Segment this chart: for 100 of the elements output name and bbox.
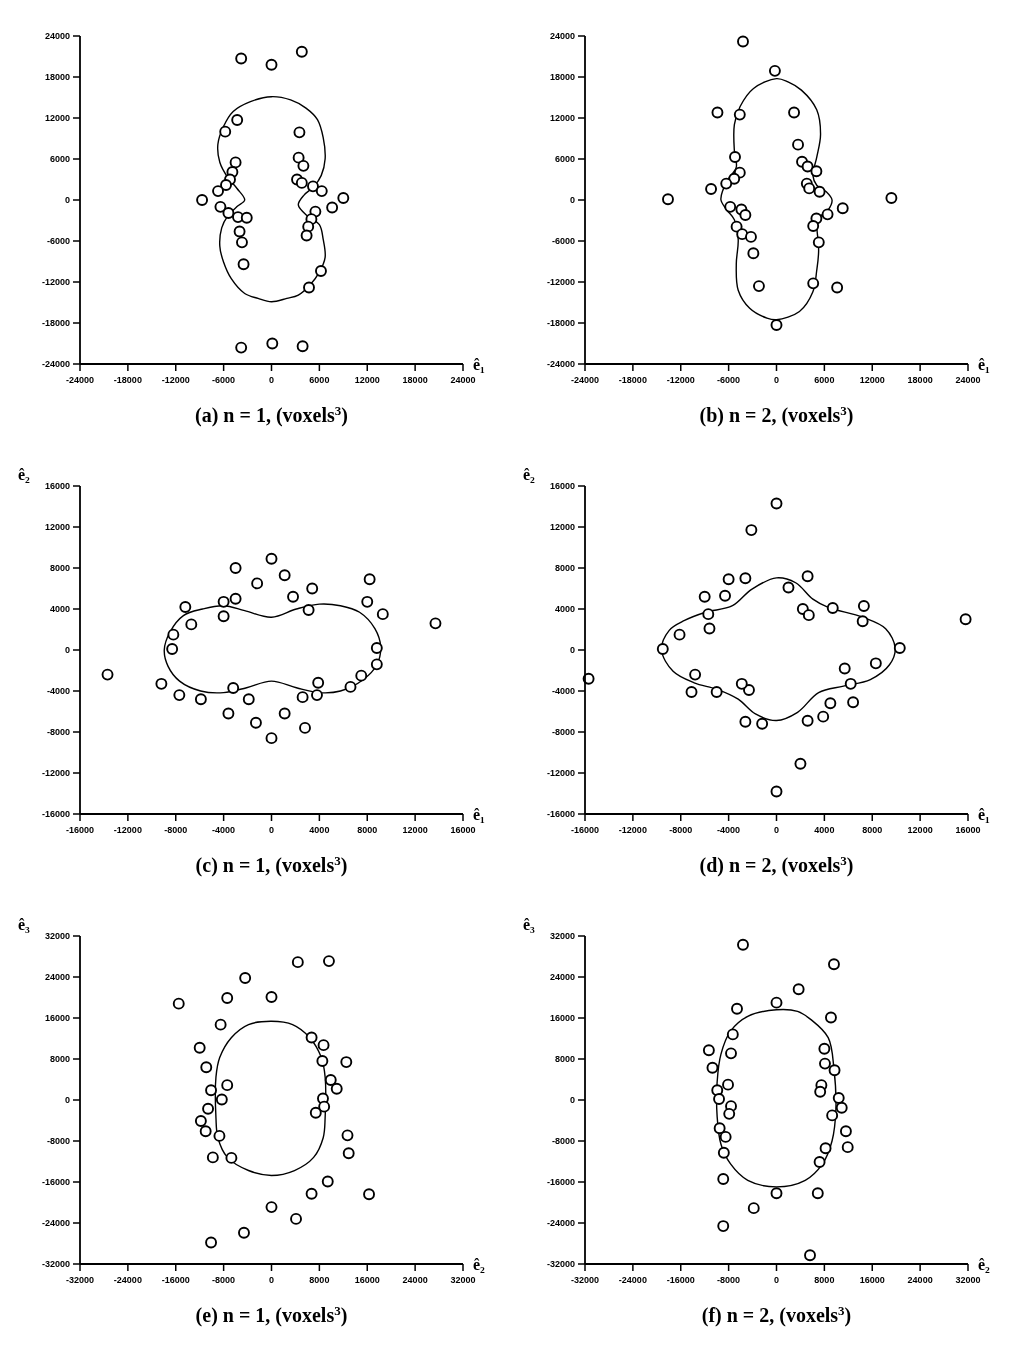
y-axis-title: ê₂	[18, 466, 31, 483]
point	[342, 1147, 355, 1160]
y-tick-label: 16000	[549, 1012, 575, 1023]
y-tick-label: -12000	[41, 767, 70, 778]
point	[745, 230, 757, 243]
point	[824, 697, 837, 710]
y-tick-label: -32000	[546, 1258, 575, 1269]
point	[239, 972, 252, 984]
point	[287, 590, 299, 603]
point	[155, 677, 168, 690]
x-tick-label: -16000	[666, 1275, 695, 1285]
point	[235, 341, 248, 354]
point	[429, 617, 442, 630]
y-tick-label: -6000	[551, 235, 575, 246]
point	[812, 236, 825, 249]
point	[703, 622, 716, 635]
point	[705, 183, 718, 196]
point	[324, 1074, 337, 1086]
point	[832, 1092, 845, 1104]
x-tick-label: 24000	[402, 1275, 428, 1285]
point	[306, 582, 319, 595]
point	[238, 1226, 250, 1239]
point	[225, 1151, 238, 1164]
point	[317, 1039, 330, 1052]
x-axis-title: ê₁	[978, 806, 991, 823]
point	[747, 1202, 760, 1215]
point	[782, 581, 795, 594]
point	[792, 983, 805, 996]
y-tick-label: -16000	[546, 1176, 575, 1187]
x-tick-label: -18000	[618, 375, 647, 385]
point	[305, 1187, 318, 1200]
x-tick-label: -12000	[618, 825, 647, 835]
point	[185, 618, 198, 631]
point	[167, 628, 180, 641]
x-tick-label: -24000	[113, 1275, 142, 1285]
point	[341, 1129, 354, 1142]
x-tick-label: -8000	[669, 825, 693, 835]
point	[340, 1056, 353, 1069]
point	[792, 138, 804, 151]
y-tick-label: 0	[64, 644, 70, 655]
y-tick-label: -18000	[546, 317, 575, 328]
y-axis-title: ê₃	[523, 916, 536, 933]
point	[179, 601, 192, 613]
point	[711, 106, 724, 119]
point	[291, 956, 304, 969]
point	[370, 658, 383, 671]
point	[662, 193, 674, 206]
x-tick-label: 16000	[450, 825, 476, 835]
y-tick-label: 4000	[554, 603, 575, 614]
text: (d) n = 2, (voxels$^{3}$)	[699, 852, 854, 877]
x-tick-label: 0	[268, 1275, 275, 1285]
point	[300, 229, 313, 242]
y-tick-label: 6000	[49, 153, 70, 164]
y-tick-label: 0	[569, 1094, 575, 1105]
point	[719, 589, 731, 602]
point	[278, 569, 291, 582]
y-tick-label: 8000	[554, 562, 575, 573]
x-tick-label: 18000	[907, 375, 933, 385]
x-tick-label: 18000	[402, 375, 428, 385]
x-tick-label: 6000	[309, 375, 330, 385]
point	[735, 677, 748, 690]
point	[206, 1151, 219, 1164]
point	[841, 1141, 854, 1154]
x-tick-label: 24000	[450, 375, 476, 385]
y-tick-label: 12000	[44, 112, 70, 123]
point	[802, 609, 815, 622]
y-tick-label: -24000	[41, 358, 70, 369]
point	[847, 696, 860, 709]
point	[819, 1142, 832, 1155]
y-tick-label: -4000	[46, 685, 70, 696]
y-tick-label: 4000	[49, 603, 70, 614]
point	[844, 677, 857, 690]
point	[290, 1212, 302, 1225]
x-tick-label: -8000	[164, 825, 188, 835]
point	[217, 595, 230, 608]
x-tick-label: -8000	[717, 1275, 741, 1285]
point	[857, 599, 870, 612]
x-tick-label: 8000	[309, 1275, 330, 1285]
x-tick-label: 12000	[859, 375, 885, 385]
point	[249, 716, 262, 729]
point	[265, 732, 278, 745]
point	[656, 643, 669, 655]
y-tick-label: 6000	[554, 153, 575, 164]
point	[233, 225, 246, 238]
x-tick-label: 0	[268, 825, 275, 835]
text: (e) n = 1, (voxels$^{3}$)	[195, 1302, 348, 1327]
point	[205, 1236, 218, 1249]
point	[818, 1042, 831, 1055]
x-tick-label: 16000	[354, 1275, 380, 1285]
y-tick-label: 12000	[549, 112, 575, 123]
point	[836, 202, 849, 215]
point	[323, 955, 335, 968]
point	[770, 996, 783, 1009]
point	[194, 693, 207, 706]
x-tick-label: 32000	[955, 1275, 981, 1285]
point	[265, 552, 278, 565]
y-tick-label: -18000	[41, 317, 70, 328]
y-tick-label: 0	[64, 194, 70, 205]
point	[828, 958, 840, 971]
point	[702, 608, 715, 621]
